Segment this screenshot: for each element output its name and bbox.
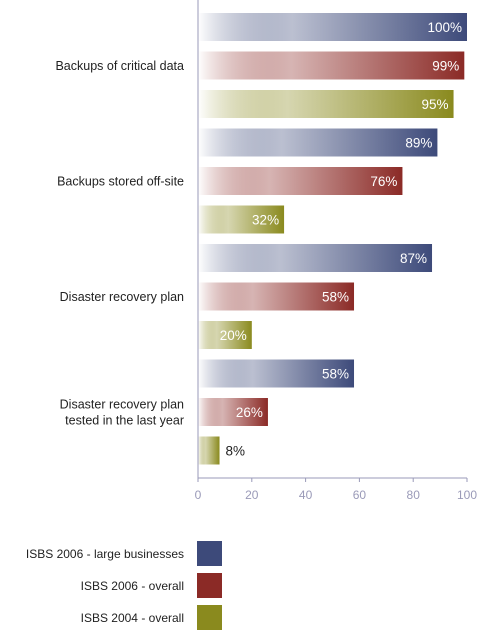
bar-isbs-2006-overall-2 [198, 282, 355, 311]
legend-label: ISBS 2004 - overall [81, 611, 184, 625]
bar-isbs-2006-overall-0 [198, 51, 465, 80]
legend-label: ISBS 2006 - large businesses [26, 547, 184, 561]
bar-isbs-2006-large-businesses-0 [198, 13, 467, 41]
value-label: 26% [236, 405, 263, 420]
bar-isbs-2006-large-businesses-2 [198, 244, 433, 272]
value-label: 32% [252, 213, 279, 228]
x-tick-label: 20 [245, 488, 259, 502]
category-label: Backups stored off-site [57, 174, 184, 188]
value-label: 87% [400, 251, 427, 266]
x-axis: 0 20 40 60 80 100 [195, 0, 477, 502]
legend-swatch [197, 573, 222, 598]
bars-group: 100% 99% 95% 89% 76% 32% 87% 58% 20% 58% 26% 8% [198, 13, 467, 465]
value-label: 8% [226, 444, 246, 459]
value-label: 76% [370, 174, 397, 189]
bar-isbs-2004-overall-1 [198, 205, 285, 234]
bar-isbs-2004-overall-3 [198, 436, 220, 465]
x-tick-label: 40 [299, 488, 313, 502]
value-label: 20% [220, 328, 247, 343]
bar-isbs-2006-overall-1 [198, 167, 403, 195]
category-labels: Backups of critical data Backups stored o… [55, 59, 184, 428]
bar-isbs-2006-large-businesses-1 [198, 128, 438, 157]
value-label: 58% [322, 290, 349, 305]
bar-isbs-2004-overall-0 [198, 90, 454, 118]
value-label: 89% [405, 136, 432, 151]
category-label: Disaster recovery plan tested in the last… [60, 397, 184, 427]
value-label: 95% [422, 97, 449, 112]
bar-isbs-2006-large-businesses-3 [198, 359, 355, 388]
legend: ISBS 2006 - large businesses ISBS 2006 - … [26, 541, 222, 630]
category-label: Disaster recovery plan [60, 290, 184, 304]
legend-swatch [197, 605, 222, 630]
legend-swatch [197, 541, 222, 566]
x-tick-label: 0 [195, 488, 202, 502]
x-tick-label: 100 [457, 488, 477, 502]
value-label: 100% [427, 20, 462, 35]
category-label: Backups of critical data [55, 59, 184, 73]
bar-isbs-2004-overall-2 [198, 321, 252, 349]
value-label: 58% [322, 367, 349, 382]
x-tick-label: 60 [353, 488, 367, 502]
legend-label: ISBS 2006 - overall [81, 579, 184, 593]
bar-isbs-2006-overall-3 [198, 398, 268, 426]
value-label: 99% [432, 59, 459, 74]
x-tick-label: 80 [407, 488, 421, 502]
